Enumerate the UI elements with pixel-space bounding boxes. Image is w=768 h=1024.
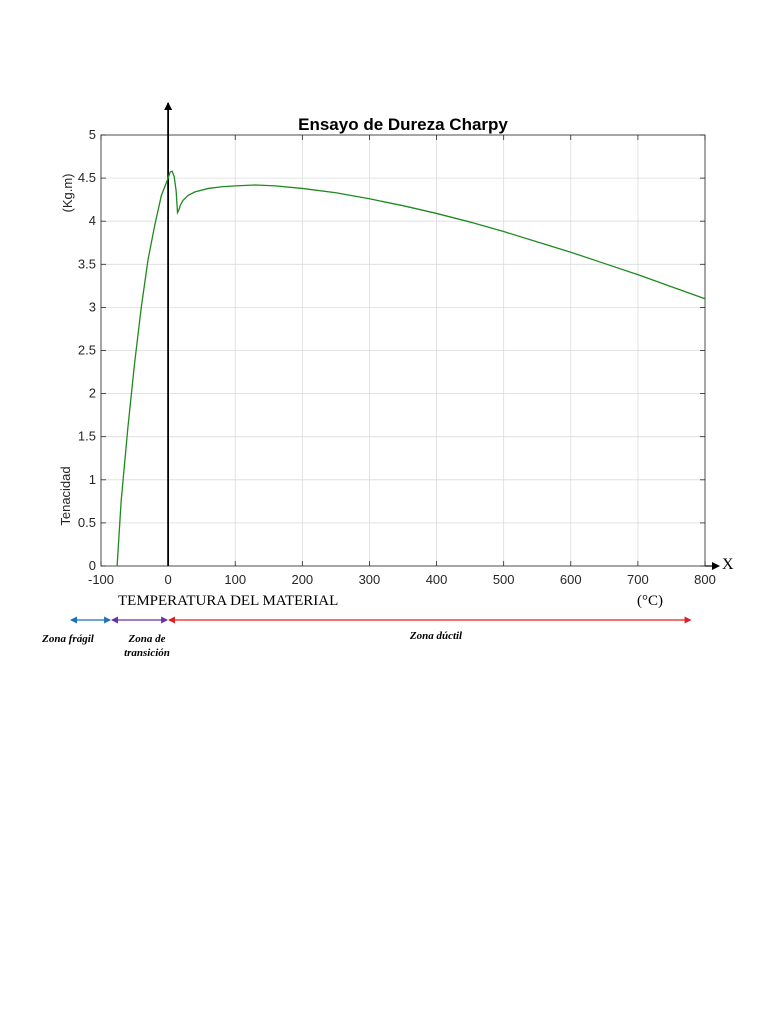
- x-tick-label: 0: [164, 572, 171, 587]
- y-axis-unit: (Kg.m): [60, 174, 75, 213]
- zone-transicion-label-1: Zona de: [128, 633, 166, 645]
- x-tick-label: -100: [88, 572, 114, 587]
- x-tick-label: 100: [224, 572, 246, 587]
- y-tick-label: 2: [89, 386, 96, 401]
- x-tick-label: 400: [426, 572, 448, 587]
- y-tick-label: 2.5: [78, 343, 96, 358]
- y-tick-labels: 0 0.5 1 1.5 2 2.5 3 3.5 4 4.5 5: [78, 127, 96, 573]
- zone-fragil-label: Zona frágil: [41, 633, 95, 645]
- y-tick-label: 4: [89, 213, 96, 228]
- y-tick-label: 4.5: [78, 170, 96, 185]
- x-tick-label: 600: [560, 572, 582, 587]
- x-tick-label: 500: [493, 572, 515, 587]
- x-axis-letter: X: [722, 556, 734, 573]
- x-axis-unit: (°C): [637, 593, 663, 609]
- y-tick-label: 0: [89, 558, 96, 573]
- y-tick-label: 5: [89, 127, 96, 142]
- zone-ductil-label: Zona dúctil: [409, 630, 463, 642]
- y-tick-label: 3: [89, 299, 96, 314]
- y-tick-label: 1: [89, 472, 96, 487]
- x-tick-label: 200: [291, 572, 313, 587]
- x-tick-label: 300: [359, 572, 381, 587]
- x-tick-label: 700: [627, 572, 649, 587]
- y-tick-label: 3.5: [78, 256, 96, 271]
- zone-transicion-label-2: transición: [124, 647, 170, 659]
- chart-title: Ensayo de Dureza Charpy: [298, 115, 508, 134]
- y-tick-label: 0.5: [78, 515, 96, 530]
- y-tick-label: 1.5: [78, 429, 96, 444]
- zones: Zona frágil Zona de transición Zona dúct…: [41, 616, 692, 659]
- x-axis-label: TEMPERATURA DEL MATERIAL: [118, 593, 338, 609]
- series-line: [116, 170, 706, 567]
- y-axis-label: Tenacidad: [58, 466, 73, 525]
- x-tick-labels: -100 0 100 200 300 400 500 600 700 800: [88, 572, 716, 587]
- x-tick-label: 800: [694, 572, 716, 587]
